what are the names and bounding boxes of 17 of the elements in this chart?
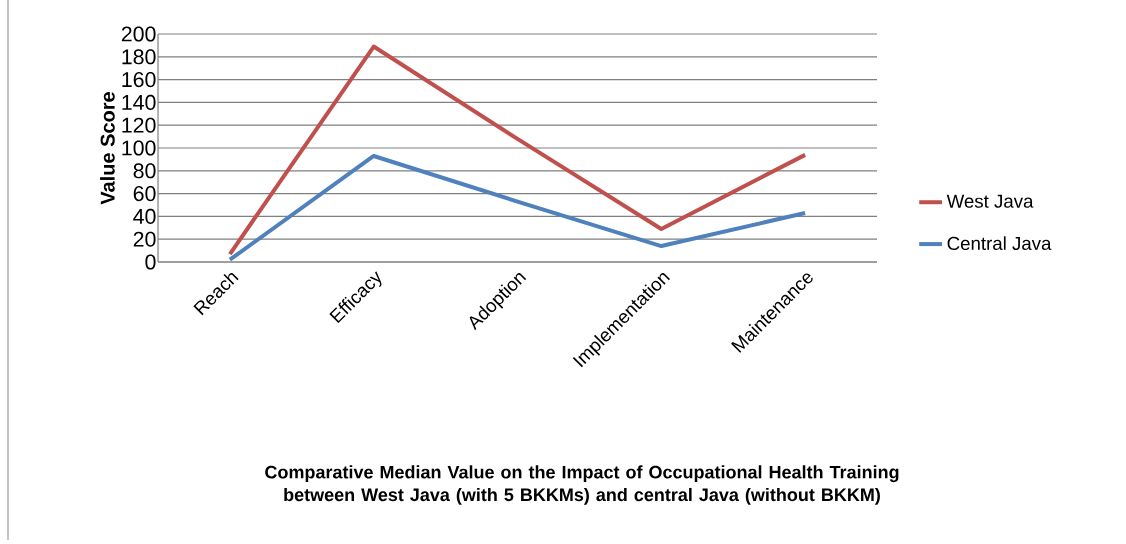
y-tick-label: 0 — [145, 254, 156, 270]
y-tick-label: 60 — [133, 186, 156, 202]
y-tick-label: 160 — [122, 72, 156, 88]
line-series — [227, 44, 808, 257]
y-tick-label: 120 — [122, 117, 156, 133]
y-tick-label: 200 — [121, 26, 156, 42]
y-tick-label: 20 — [133, 231, 156, 247]
legend-label: West Java — [946, 194, 1034, 208]
legend-label: Central Java — [947, 236, 1052, 251]
line-series — [227, 153, 808, 262]
y-tick-label: 100 — [122, 140, 156, 156]
text: Comparative Median Value on the Impact of Occupational Health Training between West Java (with 5 BKKMs) and central Java (without BKKM) — [265, 465, 899, 505]
y-axis-title: Value Score — [100, 92, 115, 205]
y-tick-label: 140 — [122, 94, 156, 110]
y-tick-label: 180 — [122, 49, 156, 65]
y-tick-label: 40 — [133, 208, 156, 224]
y-tick-label: 80 — [133, 163, 156, 179]
